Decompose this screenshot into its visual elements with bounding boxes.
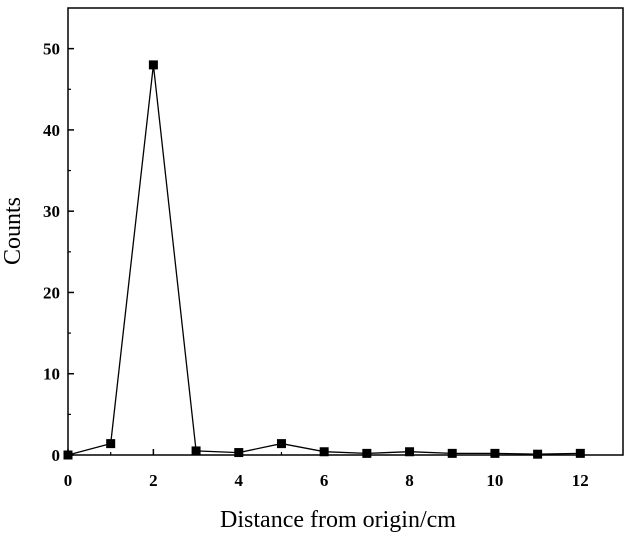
x-tick-label: 12 bbox=[572, 471, 589, 490]
x-tick-label: 10 bbox=[486, 471, 503, 490]
data-point bbox=[490, 448, 500, 458]
data-point bbox=[319, 447, 329, 457]
data-point bbox=[148, 60, 158, 70]
x-tick-label: 0 bbox=[64, 471, 73, 490]
y-axis-ticks: 0 10 20 30 40 50 bbox=[43, 40, 74, 465]
data-point bbox=[276, 439, 286, 449]
series-layer bbox=[63, 60, 585, 460]
y-tick-label: 0 bbox=[52, 446, 61, 465]
data-point bbox=[63, 450, 73, 460]
x-tick-label: 8 bbox=[405, 471, 414, 490]
data-point bbox=[191, 446, 201, 456]
y-tick-label: 20 bbox=[43, 283, 60, 302]
data-point bbox=[533, 449, 543, 459]
data-point bbox=[362, 448, 372, 458]
y-tick-label: 40 bbox=[43, 121, 60, 140]
y-axis-title: Counts bbox=[0, 197, 26, 265]
data-point bbox=[234, 448, 244, 458]
x-tick-label: 4 bbox=[235, 471, 244, 490]
y-tick-label: 50 bbox=[43, 40, 60, 59]
y-tick-label: 30 bbox=[43, 202, 60, 221]
y-tick-label: 10 bbox=[43, 365, 60, 384]
data-point bbox=[575, 448, 585, 458]
data-point bbox=[405, 447, 415, 457]
plot-frame bbox=[67, 7, 624, 456]
x-axis-title: Distance from origin/cm bbox=[220, 507, 456, 533]
data-point bbox=[447, 448, 457, 458]
x-tick-label: 2 bbox=[149, 471, 158, 490]
data-point bbox=[106, 439, 116, 449]
series-line bbox=[67, 64, 581, 456]
x-axis-ticks: 0 2 4 6 8 10 12 bbox=[64, 449, 589, 490]
x-tick-label: 6 bbox=[320, 471, 329, 490]
